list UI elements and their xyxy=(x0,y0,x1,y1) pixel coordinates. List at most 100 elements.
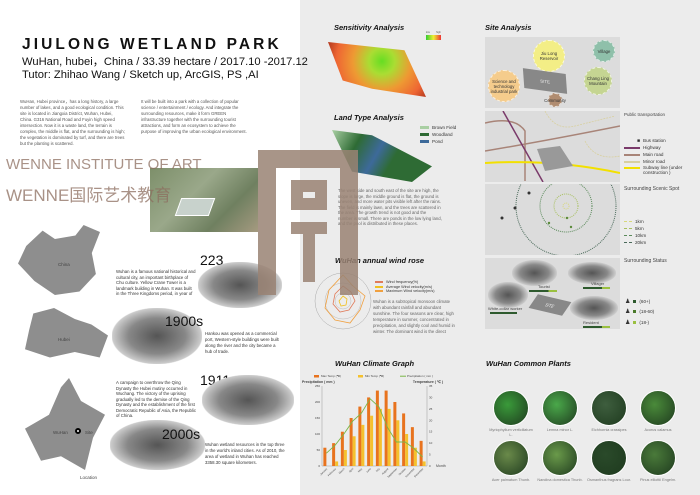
month-label: March xyxy=(338,466,346,474)
y-axis-label: Precipitation ( mm ) xyxy=(302,380,335,384)
land-type-title: Land Type Analysis xyxy=(334,113,404,122)
y-right-tick-label: 20 xyxy=(429,418,433,422)
person-icon: ♟ xyxy=(625,309,631,315)
legend-label: Highway xyxy=(643,145,661,150)
legend-60plus: ♟ (60+) xyxy=(625,296,654,306)
ring-5km xyxy=(553,193,579,219)
min-temp-bar xyxy=(413,447,417,466)
wuhan-map xyxy=(25,378,105,470)
max-temp-bar xyxy=(340,431,344,466)
legend-item: Maximum Wind velocity(m/s) xyxy=(375,289,435,294)
legend-label: Wind frequency(%) xyxy=(386,280,419,285)
y-right-axis-label: Temperature ( ℃ ) xyxy=(413,379,443,384)
legend-label: Woodland xyxy=(432,132,453,137)
villager-photo xyxy=(568,262,616,284)
sensitivity-legend-high: high xyxy=(436,31,441,34)
poi-dot xyxy=(527,191,531,195)
swatch xyxy=(624,242,632,243)
poi-dot xyxy=(565,216,569,220)
rose-ring xyxy=(334,292,352,310)
legend-label: Average Wind velocity(m/s) xyxy=(386,284,433,289)
watermark-text-en: WENNE INSTITUTE OF ART xyxy=(6,156,202,173)
plant-name: Pinus elliottii Engelm. xyxy=(639,478,677,482)
swatch xyxy=(624,221,632,222)
legend-18-60: ♟ (18-60) xyxy=(625,306,654,317)
month-label: November xyxy=(404,467,415,478)
swatch xyxy=(633,299,637,303)
month-label: October xyxy=(397,467,406,476)
person-icon: ♟ xyxy=(625,319,631,326)
legend-brown-field: Brown Field xyxy=(420,124,456,131)
month-label: July xyxy=(374,466,381,473)
swatch xyxy=(624,160,640,163)
precipitation-line xyxy=(326,398,423,458)
legend-label: 10km xyxy=(635,233,647,238)
bus-icon: ■ xyxy=(636,137,640,144)
logo-bar xyxy=(258,150,276,295)
y-right-tick-label: 30 xyxy=(429,395,433,399)
watermark-logo xyxy=(258,150,358,295)
sensitivity-title: Sensitivity Analysis xyxy=(334,23,405,32)
y-tick-label: 150 xyxy=(315,416,320,420)
swatch xyxy=(624,235,632,236)
legend-label: Pond xyxy=(432,139,443,144)
month-label: August xyxy=(381,467,390,476)
transport-title: Public transportation xyxy=(624,112,666,117)
legend-under-18: ♟ (18-) xyxy=(625,317,654,327)
status-title: Surrounding Status xyxy=(624,258,667,264)
person-icon: ♟ xyxy=(625,298,631,305)
legend-swatch xyxy=(358,375,363,378)
wuhan-label: WuHan xyxy=(53,430,68,435)
legend-label: Subway line (under construction ) xyxy=(643,165,683,175)
scenic-spot-panel xyxy=(485,184,620,255)
min-temp-bar xyxy=(361,424,365,466)
main-road xyxy=(485,120,526,181)
x-axis-label: Month xyxy=(436,464,446,468)
china-label: China xyxy=(58,262,70,267)
villager-label: Villager xyxy=(591,281,605,286)
wind-text: Wuhan is a subtropical monsoon climate w… xyxy=(373,299,455,334)
year-1900s: 1900s xyxy=(165,313,204,329)
villager-age-bar xyxy=(583,287,610,289)
swatch xyxy=(375,290,383,293)
tourist-label: Tourist xyxy=(538,284,550,289)
timeline-text-2000s: Wuhan wetland resources in the top three… xyxy=(205,442,285,465)
plant-name: Osmanthus fragrans Lour. xyxy=(587,478,631,482)
legend-label: (18-60) xyxy=(639,309,655,314)
poi-dot xyxy=(547,221,551,225)
legend-main-road: Main road xyxy=(624,151,698,158)
site-label: Site xyxy=(85,430,93,435)
min-temp-bar xyxy=(396,420,400,466)
max-temp-bar xyxy=(367,397,371,466)
logo-box xyxy=(291,180,327,210)
watermark-text-cn: WENNE国际艺术教育 xyxy=(6,186,172,205)
plant-name: Acorus calamus xyxy=(644,428,672,432)
plant-photo xyxy=(640,440,676,476)
plant-photo xyxy=(591,440,627,476)
legend-1km: 1km xyxy=(624,218,646,225)
min-temp-bar xyxy=(378,408,382,466)
min-temp-bar xyxy=(370,415,374,466)
legend-label: Precipitation ( mm ) xyxy=(407,374,433,378)
swatch xyxy=(420,140,429,143)
plant-name: Acer palmatum Thunb. xyxy=(491,478,531,482)
max-temp-bar xyxy=(410,427,414,466)
legend-label: Max Temp (℃) xyxy=(321,374,341,378)
swatch xyxy=(633,320,637,324)
intro-paragraph-1: WuHan, Hubei province，has a long history… xyxy=(20,99,125,146)
aerial-site-photo xyxy=(150,168,258,232)
legend-label: 1km xyxy=(635,219,644,224)
y-right-tick-label: 35 xyxy=(429,384,433,388)
poi-dot xyxy=(569,225,573,229)
worker-label: White-collar worker xyxy=(488,306,523,311)
y-right-tick-label: 25 xyxy=(429,407,433,411)
transport-legend: ■ Bus station Highway Main road Minor roa… xyxy=(624,137,698,175)
swatch xyxy=(375,281,383,284)
land-type-text: The west side and south east of the site… xyxy=(338,188,442,226)
transport-map-panel xyxy=(485,111,620,182)
plant-photo xyxy=(493,440,529,476)
legend-woodland: Woodland xyxy=(420,131,456,138)
min-temp-bar xyxy=(405,434,409,466)
avg-velocity-polygon xyxy=(338,295,348,307)
max-temp-bar xyxy=(393,402,397,466)
